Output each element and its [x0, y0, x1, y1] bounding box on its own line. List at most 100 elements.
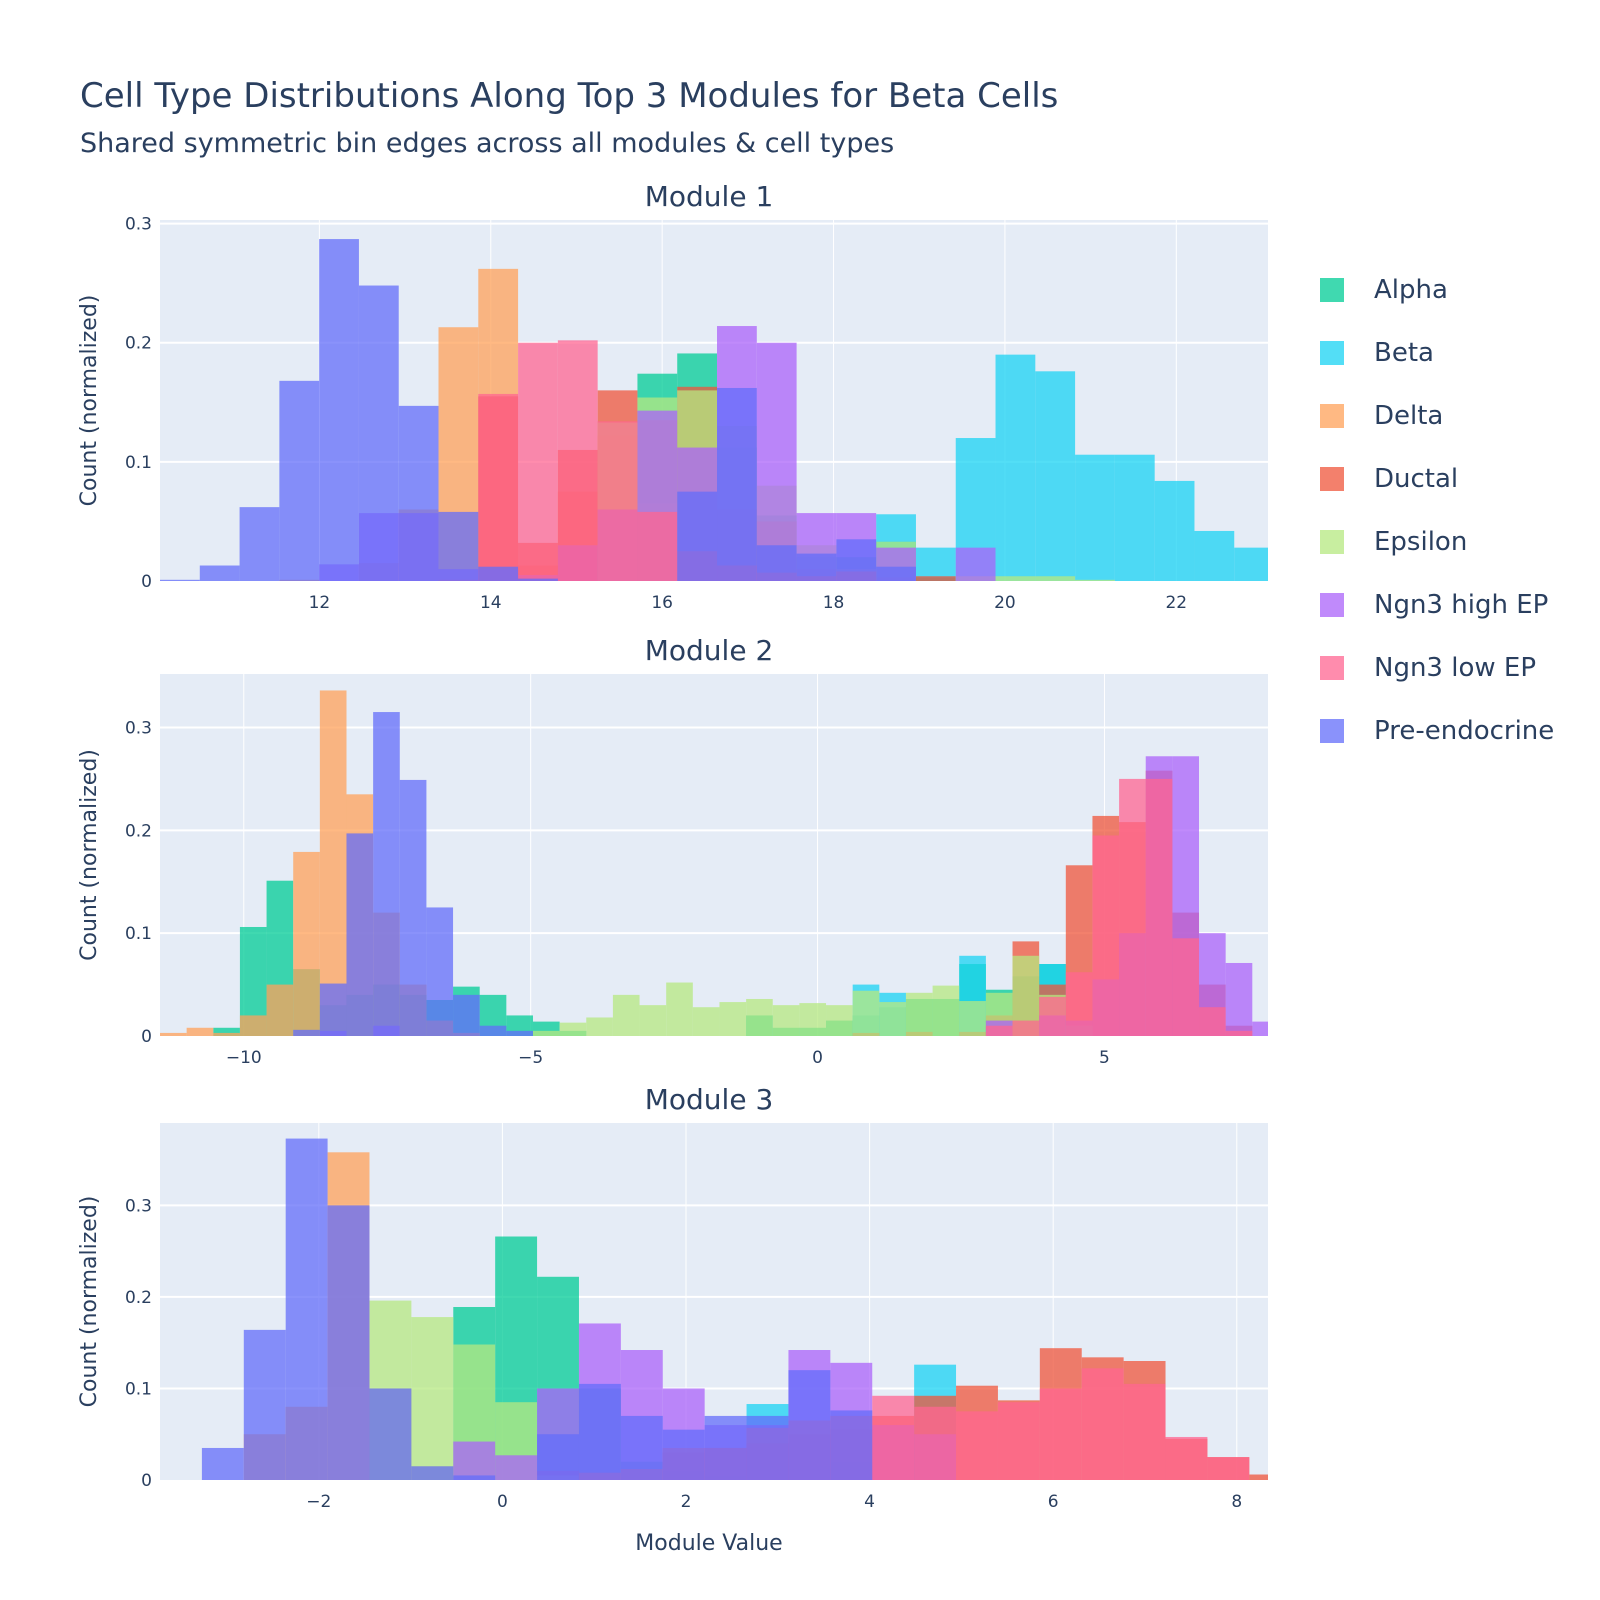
- y-tick-label: 0.1: [125, 924, 152, 944]
- histogram-bar: [358, 285, 399, 581]
- legend-label: Ngn3 low EP: [1374, 652, 1537, 683]
- legend-item-beta[interactable]: Beta: [1320, 321, 1554, 384]
- histogram-bar: [985, 1025, 1013, 1036]
- histogram-bar: [876, 566, 916, 581]
- x-tick-label: 8: [1231, 1492, 1242, 1512]
- histogram-bar: [1123, 1383, 1166, 1480]
- legend-item-delta[interactable]: Delta: [1320, 384, 1554, 447]
- histogram-bar: [346, 833, 374, 1036]
- subplot-title: Module 3: [645, 1083, 774, 1116]
- histogram-bar: [495, 1455, 538, 1480]
- histogram-bar: [438, 511, 479, 581]
- y-tick-label: 0.2: [125, 821, 152, 841]
- subplot-module-1: 0 0.1 0.2 0.3 12 14 16 18 20 22 Module 1 Count (nor…: [77, 180, 1268, 613]
- histogram-bar: [327, 1205, 370, 1480]
- histogram-bar: [905, 992, 933, 1036]
- histogram-bar: [199, 565, 240, 581]
- x-tick-label: −5: [518, 1048, 543, 1068]
- legend-item-pre-endocrine[interactable]: Pre-endocrine: [1320, 699, 1554, 762]
- legend-label: Delta: [1374, 400, 1444, 431]
- histogram-bar: [518, 578, 558, 581]
- histogram-bar: [704, 1415, 747, 1480]
- histogram-bar: [319, 690, 347, 1036]
- histogram-bar: [293, 1029, 320, 1036]
- x-tick-label: 0: [497, 1492, 508, 1512]
- subplot-title: Module 1: [645, 180, 774, 213]
- histogram-bar: [756, 342, 797, 581]
- histogram-bar: [915, 547, 956, 581]
- y-axis-label: Count (normalized): [77, 295, 102, 507]
- histogram-bar: [213, 1027, 240, 1036]
- legend-swatch: [1320, 340, 1344, 365]
- histogram-bar: [1039, 1388, 1082, 1480]
- histogram-bar: [398, 405, 439, 581]
- histogram-bar: [266, 984, 294, 1036]
- legend-label: Ngn3 high EP: [1374, 589, 1549, 620]
- legend-swatch: [1320, 592, 1344, 617]
- legend-swatch: [1320, 718, 1344, 743]
- legend-item-ngn3-high-ep[interactable]: Ngn3 high EP: [1320, 573, 1554, 636]
- histogram-bar: [1065, 972, 1093, 1036]
- histogram-bar: [399, 779, 427, 1036]
- legend-item-epsilon[interactable]: Epsilon: [1320, 510, 1554, 573]
- histogram-bar: [1199, 1007, 1226, 1036]
- histogram-bar: [788, 1370, 831, 1480]
- histogram-bar: [453, 994, 480, 1036]
- x-tick-label: 16: [651, 593, 673, 613]
- histogram-bar: [637, 511, 678, 581]
- subplot-module-2: 0 0.1 0.2 0.3 −10 −5 0 5 Module 2 Count (normaliz…: [77, 634, 1268, 1068]
- legend-item-alpha[interactable]: Alpha: [1320, 258, 1554, 321]
- y-tick-label: 0: [141, 1027, 152, 1047]
- x-tick-label: 6: [1048, 1492, 1059, 1512]
- series-beta: [876, 354, 1268, 581]
- histogram-bar: [799, 1003, 827, 1036]
- x-tick-label: 5: [1099, 1048, 1110, 1068]
- histogram-bar: [1114, 454, 1155, 581]
- histogram-bar: [1225, 962, 1253, 1036]
- subplot-module-3: 0 0.1 0.2 0.3 −2 0 2 4 6 8 Module 3 Count (normaliz…: [77, 1083, 1268, 1556]
- legend-item-ductal[interactable]: Ductal: [1320, 447, 1554, 510]
- histogram-bar: [411, 1466, 454, 1480]
- x-tick-label: −2: [306, 1492, 331, 1512]
- histogram-bar: [995, 354, 1036, 581]
- histogram-bar: [201, 1447, 244, 1480]
- legend-label: Beta: [1374, 337, 1434, 368]
- subplot-title: Module 2: [645, 634, 774, 667]
- legend-swatch: [1320, 529, 1344, 554]
- bars-group: [201, 1138, 1268, 1480]
- x-axis-label: Module Value: [635, 1531, 782, 1556]
- histogram-bar: [639, 1005, 667, 1036]
- histogram-bar: [559, 1022, 587, 1036]
- histogram-bar: [1145, 778, 1173, 1036]
- histogram-bar: [746, 1415, 789, 1480]
- histogram-bar: [914, 1406, 957, 1480]
- legend-label: Pre-endocrine: [1374, 715, 1555, 746]
- histogram-bar: [772, 1005, 800, 1036]
- histogram-bar: [955, 547, 996, 581]
- histogram-bar: [612, 994, 640, 1036]
- y-tick-label: 0.2: [125, 1288, 152, 1308]
- y-tick-label: 0: [141, 1471, 152, 1491]
- histogram-bar: [756, 545, 797, 581]
- histogram-bar: [1252, 1021, 1268, 1036]
- histogram-bar: [479, 1025, 507, 1036]
- histogram-bar: [1165, 1436, 1208, 1480]
- legend-item-ngn3-low-ep[interactable]: Ngn3 low EP: [1320, 636, 1554, 699]
- histogram-bar: [411, 1317, 454, 1480]
- histogram-bar: [319, 983, 347, 1036]
- y-tick-label: 0.1: [125, 453, 152, 473]
- legend-swatch: [1320, 655, 1344, 680]
- histogram-bar: [1234, 547, 1268, 581]
- histogram-bar: [453, 1441, 496, 1480]
- y-tick-label: 0: [141, 572, 152, 592]
- histogram-bar: [213, 1032, 240, 1036]
- histogram-bar: [557, 340, 598, 581]
- histogram-bar: [586, 1017, 613, 1036]
- histogram-bar: [620, 1415, 663, 1480]
- histogram-bar: [830, 1410, 873, 1480]
- histogram-bar: [997, 1402, 1040, 1480]
- histogram-bar: [1075, 579, 1115, 581]
- bars-group: [160, 239, 1268, 581]
- chart-title: Cell Type Distributions Along Top 3 Modu…: [80, 76, 1059, 116]
